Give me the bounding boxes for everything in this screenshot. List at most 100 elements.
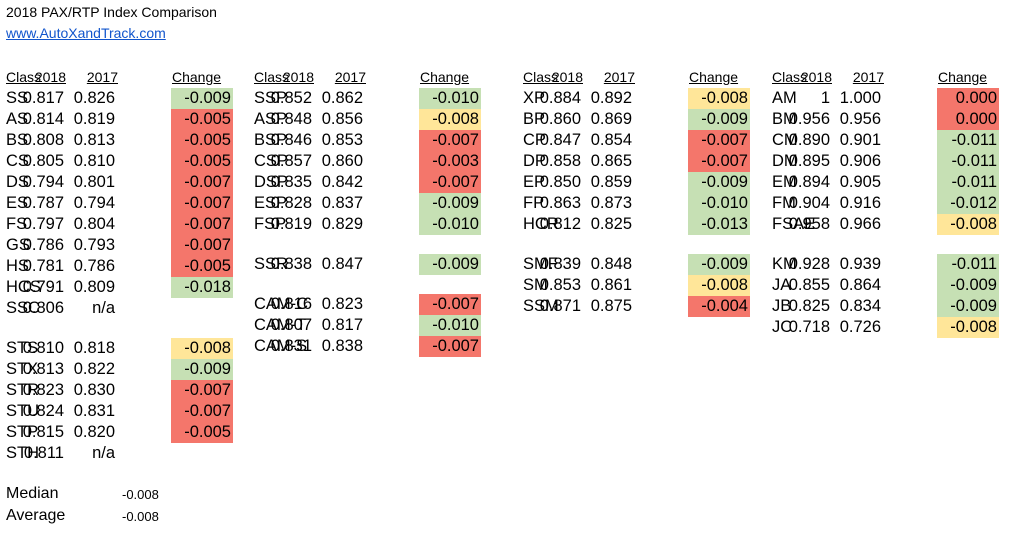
table-row: EP 0.850 0.859 -0.009 [523,172,753,193]
table-row: STP 0.815 0.820 -0.005 [6,422,236,443]
value-2017: 1.000 [839,89,881,107]
value-2018: 0.807 [270,316,312,334]
class-name: SSP [254,89,288,107]
change-cell: -0.005 [171,151,233,172]
change-cell: -0.009 [419,254,481,275]
class-column: Class 2018 2017 Change SSP 0.852 0.862 -0.010 AS… [254,67,484,357]
value-2017: 0.817 [321,316,363,334]
value-2017: 0.865 [590,152,632,170]
value-2017: 0.838 [321,337,363,355]
value-2018: 0.812 [539,215,581,233]
change-cell: -0.009 [688,172,750,193]
class-name: SM [523,276,548,294]
value-2017: 0.847 [321,255,363,273]
value-2018: 0.839 [539,255,581,273]
value-2017: 0.826 [73,89,115,107]
value-2018: 0.848 [270,110,312,128]
value-2018: 0.895 [788,152,830,170]
value-2018: 0.787 [22,194,64,212]
change-cell: -0.007 [419,336,481,357]
class-name: SS [6,89,29,107]
value-2017: 0.810 [73,152,115,170]
value-2017: 0.848 [590,255,632,273]
value-2017: 0.793 [73,236,115,254]
header-class: Class [523,69,559,85]
summary-label: Median [6,485,59,502]
class-column: Class 2018 2017 Change XP 0.884 0.892 -0.008 BP 0… [523,67,753,317]
class-column: Class 2018 2017 Change SS 0.817 0.826 -0.009 AS 0… [6,67,236,464]
class-column: Class 2018 2017 Change AM 1 1.000 0.000 BM 0.956 0… [772,67,1002,338]
change-cell: -0.011 [937,151,999,172]
value-2017: 0.862 [321,89,363,107]
class-name: EP [523,173,546,191]
class-name: HS [6,257,29,275]
table-row: DM 0.895 0.906 -0.011 [772,151,1002,172]
value-2017: 0.864 [839,276,881,294]
value-2017: 0.825 [590,215,632,233]
value-2018: 0.835 [270,173,312,191]
class-name: FSP [254,215,287,233]
value-2018: 0.817 [22,89,64,107]
header-2017: 2017 [334,69,366,85]
value-2017: 0.956 [839,110,881,128]
class-name: BP [523,110,546,128]
column-header: Class 2018 2017 Change [254,67,484,88]
table-row: DSP 0.835 0.842 -0.007 [254,172,484,193]
class-name: ASP [254,110,288,128]
value-2018: 0.794 [22,173,64,191]
row-gap [6,319,236,338]
value-2018: 0.904 [788,194,830,212]
value-2017: 0.809 [73,278,115,296]
change-cell: -0.013 [688,214,750,235]
change-cell: -0.008 [171,338,233,359]
table-row: ESP 0.828 0.837 -0.009 [254,193,484,214]
value-2017: 0.873 [590,194,632,212]
change-cell: -0.007 [171,380,233,401]
value-2018: 0.831 [270,337,312,355]
header-2017: 2017 [603,69,635,85]
change-cell: -0.005 [171,109,233,130]
value-2018: 0.855 [788,276,830,294]
change-cell: -0.007 [171,235,233,256]
value-2017: 0.829 [321,215,363,233]
table-row: BSP 0.846 0.853 -0.007 [254,130,484,151]
class-name: CAM-T [254,316,307,334]
value-2018: 0.956 [788,110,830,128]
value-2018: 0.781 [22,257,64,275]
table-row: KM 0.928 0.939 -0.011 [772,254,1002,275]
class-name: BSP [254,131,288,149]
table-row: CS 0.805 0.810 -0.005 [6,151,236,172]
change-cell: -0.011 [937,130,999,151]
change-cell: -0.007 [419,294,481,315]
table-row: BM 0.956 0.956 0.000 [772,109,1002,130]
value-2017: n/a [92,299,115,317]
class-name: JC [772,318,793,336]
change-cell: -0.007 [688,130,750,151]
change-cell: -0.010 [688,193,750,214]
value-2017: 0.916 [839,194,881,212]
table-row: SS 0.817 0.826 -0.009 [6,88,236,109]
table-row: ASP 0.848 0.856 -0.008 [254,109,484,130]
class-name: AS [6,110,29,128]
class-name: SSR [254,255,288,273]
website-link[interactable]: www.AutoXandTrack.com [6,25,166,41]
row-gap [772,235,1002,254]
value-2018: 0.852 [270,89,312,107]
value-2017: 0.892 [590,89,632,107]
change-cell: -0.007 [171,172,233,193]
value-2018: 0.805 [22,152,64,170]
table-row: SMF 0.839 0.848 -0.009 [523,254,753,275]
class-name: EM [772,173,797,191]
value-2018: 0.813 [22,360,64,378]
value-2017: 0.831 [73,402,115,420]
value-2018: 0.797 [22,215,64,233]
header-change: Change [172,69,222,85]
table-row: CAM-T 0.807 0.817 -0.010 [254,315,484,336]
value-2018: 0.890 [788,131,830,149]
value-2018: 0.850 [539,173,581,191]
table-row: DS 0.794 0.801 -0.007 [6,172,236,193]
class-name: KM [772,255,797,273]
value-2018: 0.871 [539,297,581,315]
header-change: Change [420,69,470,85]
table-row: BS 0.808 0.813 -0.005 [6,130,236,151]
